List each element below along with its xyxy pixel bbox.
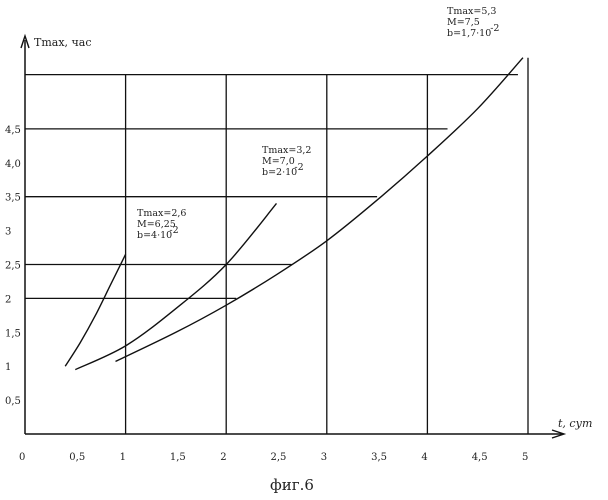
- axes-layer: [21, 36, 564, 438]
- grid-layer: [25, 58, 528, 434]
- y-tick-label: 3,5: [5, 193, 21, 204]
- x-tick-label: 5: [522, 452, 528, 463]
- x-tick-label: 2,5: [271, 452, 287, 463]
- annotation-line: M=7,0: [262, 156, 295, 167]
- figure-caption: фиг.6: [270, 476, 314, 494]
- x-tick-label: 3: [321, 452, 327, 463]
- x-tick-label: 0: [19, 452, 25, 463]
- y-tick-label: 1: [5, 362, 11, 373]
- annotation-line: Tmax=2,6: [137, 208, 186, 219]
- annotation-line: b=4·10: [137, 230, 172, 241]
- annotation-line: b=1,7·10: [447, 28, 491, 39]
- x-tick-label: 0,5: [69, 452, 85, 463]
- y-tick-label: 0,5: [5, 396, 21, 407]
- x-tick-label: 2: [220, 452, 226, 463]
- x-tick-label: 4,5: [472, 452, 488, 463]
- curves-layer: [65, 58, 523, 370]
- y-tick-label: 3: [5, 227, 11, 238]
- x-axis-label: t, сут: [558, 417, 592, 430]
- annotation-line: b=2·10: [262, 167, 297, 178]
- annotation-line: M=7,5: [447, 17, 480, 28]
- annotation-line: Tmax=3,2: [262, 145, 311, 156]
- annotation-exponent: -2: [294, 162, 303, 173]
- y-tick-label: 2: [5, 294, 11, 305]
- y-axis-label: Tmax, час: [34, 36, 92, 49]
- annotation-exponent: -2: [169, 225, 178, 236]
- annotation-line: Tmax=5,3: [447, 6, 496, 17]
- series-curve-1: [65, 254, 125, 366]
- annotation-exponent: -2: [490, 23, 499, 34]
- x-tick-label: 1,5: [170, 452, 186, 463]
- y-tick-label: 4,5: [5, 125, 21, 136]
- y-tick-label: 2,5: [5, 261, 21, 272]
- y-tick-label: 4,0: [5, 159, 21, 170]
- curve-annotation-3: Tmax=5,3M=7,5b=1,7·10-2: [447, 6, 499, 39]
- curve-annotation-2: Tmax=3,2M=7,0b=2·10-2: [262, 145, 311, 178]
- x-tick-label: 3,5: [371, 452, 387, 463]
- y-tick-label: 1,5: [5, 328, 21, 339]
- annotations-layer: Tmax=2,6M=6,25b=4·10-2 Tmax=3,2M=7,0b=2·1…: [137, 6, 499, 241]
- x-tick-label: 1: [120, 452, 126, 463]
- x-tick-label: 4: [421, 452, 427, 463]
- curve-annotation-1: Tmax=2,6M=6,25b=4·10-2: [137, 208, 186, 241]
